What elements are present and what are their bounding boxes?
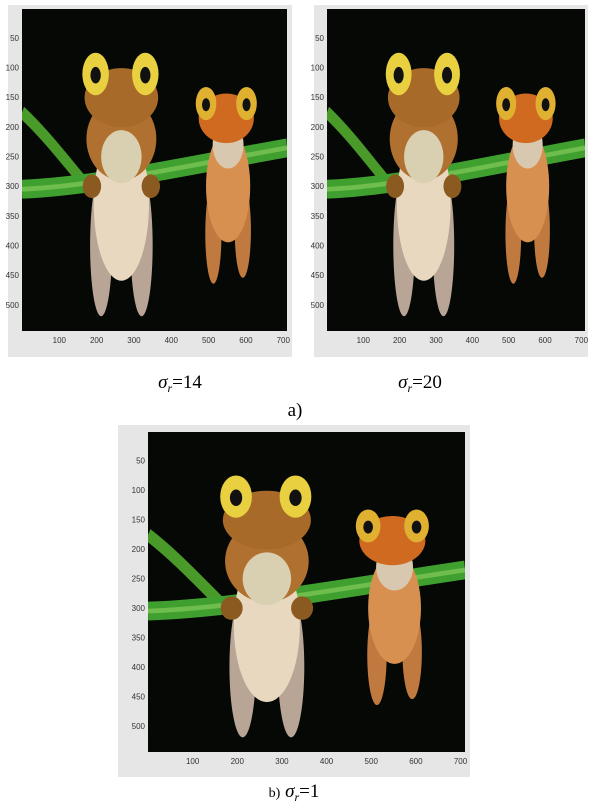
caption-prefix: b) [269, 786, 281, 801]
y-tick-label: 300 [132, 604, 146, 613]
x-tick-label: 300 [429, 336, 443, 345]
caption-value: =1 [299, 781, 319, 802]
y-tick-label: 150 [132, 516, 146, 525]
y-tick-label: 450 [6, 271, 20, 280]
x-tick-label: 700 [277, 336, 291, 345]
y-tick-label: 200 [132, 545, 146, 554]
x-tick-label: 700 [575, 336, 589, 345]
y-tick-label: 350 [311, 212, 325, 221]
y-tick-label: 400 [311, 242, 325, 251]
y-tick-label: 350 [132, 634, 146, 643]
x-tick-label: 500 [202, 336, 216, 345]
y-tick-label: 200 [311, 123, 325, 132]
y-tick-label: 50 [10, 34, 19, 43]
y-tick-label: 500 [6, 301, 20, 310]
x-tick-label: 200 [393, 336, 407, 345]
x-tick-label: 100 [186, 757, 200, 766]
y-tick-label: 50 [136, 457, 145, 466]
y-tick-label: 250 [311, 152, 325, 161]
caption: b) σr=1 [269, 781, 320, 804]
x-tick-label: 500 [502, 336, 516, 345]
y-tick-label: 500 [311, 301, 325, 310]
caption-value: =14 [172, 372, 202, 393]
caption-value: =20 [412, 372, 442, 393]
y-tick-label: 500 [132, 722, 146, 731]
x-tick-label: 200 [90, 336, 104, 345]
y-tick-label: 400 [6, 242, 20, 251]
y-tick-label: 400 [132, 663, 146, 672]
photo [22, 9, 287, 331]
caption: σr=20 [398, 372, 442, 395]
y-tick-label: 100 [311, 63, 325, 72]
x-tick-label: 200 [231, 757, 245, 766]
y-tick-label: 300 [6, 182, 20, 191]
group-label: a) [288, 400, 303, 421]
x-tick-label: 500 [365, 757, 379, 766]
caption: σr=14 [158, 372, 202, 395]
x-tick-label: 300 [127, 336, 141, 345]
y-tick-label: 450 [132, 693, 146, 702]
x-tick-label: 400 [466, 336, 480, 345]
y-tick-label: 350 [6, 212, 20, 221]
x-tick-label: 700 [454, 757, 468, 766]
figure: a) 50 100 150 200 250 300 350 400 450 500 100 200 30… [0, 0, 590, 807]
x-tick-label: 600 [409, 757, 423, 766]
y-tick-label: 50 [315, 34, 324, 43]
x-tick-label: 600 [239, 336, 253, 345]
y-tick-label: 100 [132, 486, 146, 495]
y-tick-label: 300 [311, 182, 325, 191]
y-tick-label: 250 [6, 152, 20, 161]
x-tick-label: 400 [320, 757, 334, 766]
y-tick-label: 250 [132, 575, 146, 584]
y-tick-label: 200 [6, 123, 20, 132]
photo [148, 432, 465, 752]
y-tick-label: 450 [311, 271, 325, 280]
x-tick-label: 300 [275, 757, 289, 766]
photo [327, 9, 585, 331]
y-tick-label: 150 [6, 93, 20, 102]
y-tick-label: 100 [6, 63, 20, 72]
x-tick-label: 100 [357, 336, 371, 345]
y-tick-label: 150 [311, 93, 325, 102]
x-tick-label: 600 [538, 336, 552, 345]
x-tick-label: 100 [53, 336, 67, 345]
x-tick-label: 400 [165, 336, 179, 345]
